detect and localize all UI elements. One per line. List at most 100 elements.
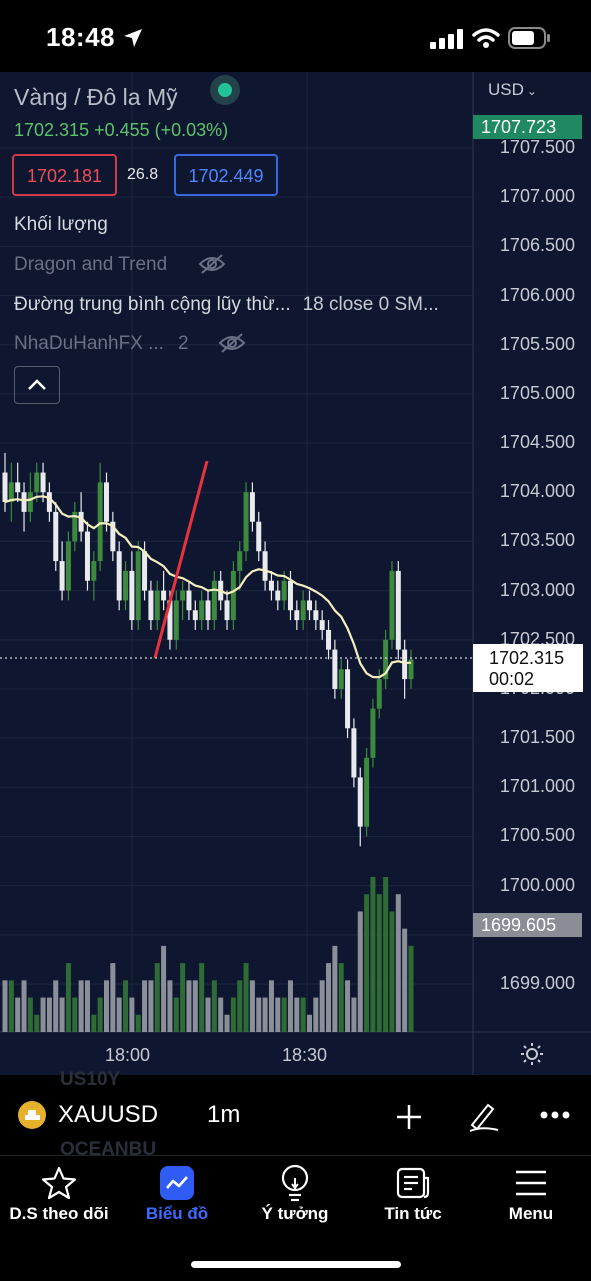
candle-body [167, 600, 173, 640]
volume-bar [161, 945, 167, 1032]
chart-settings-icon[interactable] [520, 1042, 544, 1066]
price-axis-label: 1701.500 [499, 727, 575, 748]
volume-bar [97, 997, 103, 1032]
symbol-toolbar: US10Y OCEANBU XAUUSD 1m [0, 1069, 591, 1160]
tab-news[interactable]: Tin tức [354, 1156, 472, 1246]
volume-bar [313, 997, 319, 1032]
candle-body [186, 590, 192, 611]
tab-chart[interactable]: Biểu đồ [118, 1156, 236, 1246]
candle-body [116, 551, 122, 601]
volume-bar [256, 997, 262, 1032]
candle-body [154, 590, 160, 621]
candle-body [376, 679, 382, 709]
price-axis-label: 1706.500 [499, 235, 575, 256]
buy-button[interactable]: 1702.449 [174, 154, 278, 196]
candle-body [161, 590, 167, 601]
volume-bar [287, 980, 293, 1032]
candle-body [135, 551, 141, 621]
indicator-ema[interactable]: Đường trung bình cộng lũy thừ... 18 close… [14, 294, 439, 315]
collapse-legend-button[interactable] [14, 366, 60, 404]
current-price-tag: 1702.315 00:02 [473, 644, 583, 692]
chevron-down-icon: ⌄ [526, 84, 537, 98]
tab-label: Tin tức [384, 1204, 442, 1223]
volume-bar [154, 963, 160, 1032]
ghost-symbol: US10Y [60, 1069, 121, 1090]
chart-area[interactable]: Vàng / Đô la Mỹ 1702.315 +0.455 (+0.03%)… [0, 72, 591, 1075]
candle-body [97, 482, 103, 562]
gold-symbol-icon [18, 1101, 46, 1129]
hidden-eye-icon[interactable] [198, 254, 226, 274]
tab-ideas[interactable]: Ý tưởng [236, 1156, 354, 1246]
candle-body [370, 708, 376, 758]
status-time: 18:48 [46, 22, 115, 52]
ghost-symbol: OCEANBU [60, 1139, 157, 1160]
symbol-title[interactable]: Vàng / Đô la Mỹ [14, 84, 178, 110]
volume-bar [281, 997, 287, 1032]
currency-select[interactable]: USD ⌄ [488, 80, 537, 99]
price-axis-label: 1704.500 [499, 432, 575, 453]
candle-body [338, 669, 344, 689]
timeframe-select[interactable]: 1m [207, 1101, 241, 1128]
more-icon[interactable] [540, 1111, 570, 1119]
volume-bar [15, 997, 21, 1032]
bottom-tab-bar: D.S theo dõi Biểu đồ Ý tưởng Tin tức Men… [0, 1155, 591, 1281]
volume-bar [224, 1014, 230, 1032]
candle-body [345, 669, 351, 729]
lightbulb-icon [281, 1164, 309, 1202]
volume-bar [243, 963, 249, 1032]
volume-bar [34, 1014, 40, 1032]
price-axis-label: 1704.000 [499, 481, 575, 502]
wifi-icon [472, 28, 500, 48]
candle-body [262, 551, 268, 581]
candle-body [180, 590, 186, 601]
candle-body [230, 570, 236, 621]
candle-body [65, 541, 71, 591]
volume-bar [294, 997, 300, 1032]
tab-menu[interactable]: Menu [472, 1156, 590, 1246]
volume-bar [192, 980, 198, 1032]
chevron-up-icon [28, 379, 46, 390]
star-icon [41, 1166, 77, 1200]
draw-pen-icon[interactable] [466, 1099, 500, 1133]
candle-body [307, 600, 312, 611]
volume-bar [211, 980, 217, 1032]
symbol-name[interactable]: XAUUSD [58, 1101, 159, 1128]
volume-bar [65, 963, 71, 1032]
candle-body [224, 600, 230, 621]
candle-body [192, 610, 198, 621]
candle-body [287, 580, 293, 611]
candle-body [402, 649, 408, 680]
volume-bar [180, 963, 186, 1032]
volume-bar [332, 945, 338, 1032]
sell-button[interactable]: 1702.181 [12, 154, 117, 196]
candle-body [237, 551, 243, 571]
volume-bar [40, 997, 46, 1032]
candle-body [281, 580, 287, 601]
volume-bar [129, 997, 135, 1032]
price-chart[interactable] [0, 72, 591, 1075]
hidden-eye-icon[interactable] [218, 333, 246, 353]
candle-body [326, 629, 332, 650]
candle-body [53, 511, 59, 562]
volume-bar [72, 997, 78, 1032]
indicator-volume[interactable]: Khối lượng [14, 214, 108, 235]
volume-bar [142, 980, 148, 1032]
tab-watchlist[interactable]: D.S theo dõi [0, 1156, 118, 1246]
volume-bar [46, 997, 52, 1032]
candle-body [243, 492, 249, 552]
indicator-dragon-trend[interactable]: Dragon and Trend [14, 254, 168, 275]
candle-body [389, 570, 395, 640]
volume-bar [53, 980, 59, 1032]
candle-body [21, 492, 27, 512]
candle-body [148, 590, 154, 621]
price-axis-label: 1700.500 [499, 825, 575, 846]
volume-bar [395, 894, 401, 1032]
volume-bar [345, 980, 351, 1032]
tab-label: Ý tưởng [261, 1204, 329, 1223]
volume-bar [218, 997, 224, 1032]
candle-body [256, 521, 262, 552]
volume-bar [148, 980, 154, 1032]
add-icon[interactable] [395, 1103, 423, 1131]
moving-average-line [4, 495, 412, 679]
indicator-nhaduhanh[interactable]: NhaDuHanhFX ... 2 [14, 333, 189, 354]
